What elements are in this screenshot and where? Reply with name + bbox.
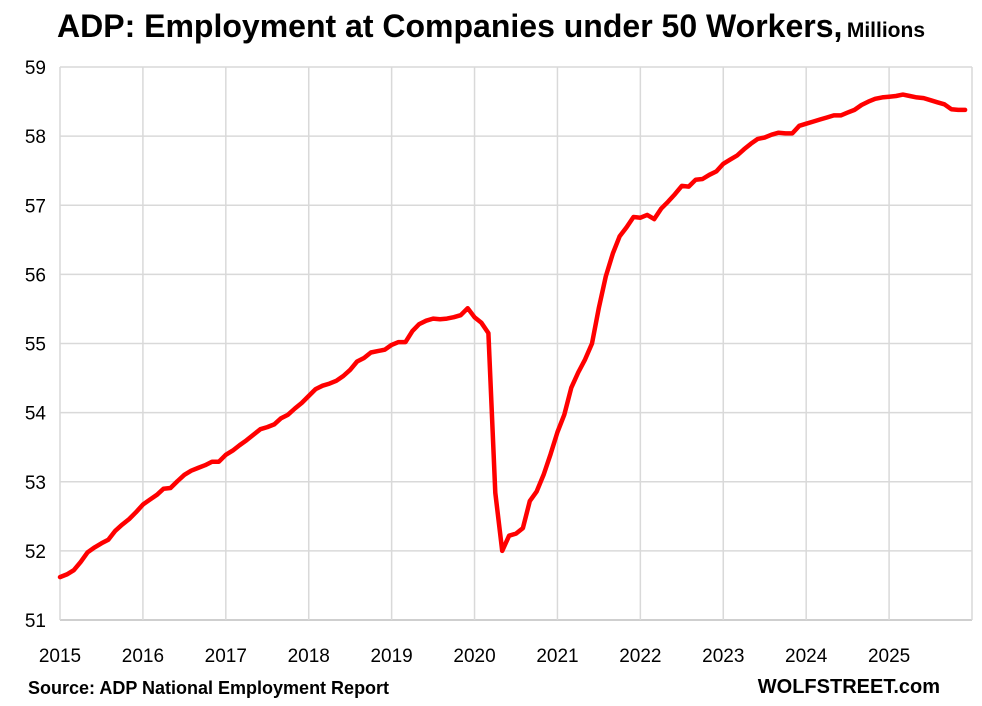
x-tick-label: 2020 [453,646,495,667]
x-tick-label: 2021 [536,646,578,667]
series-lines [57,92,968,580]
source-note: Source: ADP National Employment Report [28,678,390,698]
y-tick-label: 54 [25,404,47,425]
series-line [57,92,968,580]
x-tick-label: 2024 [785,646,828,667]
y-tick-label: 57 [25,196,46,217]
y-tick-label: 59 [25,58,46,79]
x-tick-label: 2016 [122,646,164,667]
y-tick-label: 56 [25,265,46,286]
gridlines [59,66,973,621]
chart-title-main: ADP: Employment at Companies under 50 Wo… [57,8,843,44]
brand-label: WOLFSTREET.com [757,676,940,698]
y-tick-label: 58 [25,127,46,148]
chart-title-unit: Millions [846,19,925,42]
x-axis-ticks: 2015 2016 2017 2018 2019 2020 2021 2022 2023 2024… [39,646,910,667]
y-tick-label: 55 [25,335,46,356]
y-tick-label: 52 [25,542,46,563]
y-tick-label: 53 [25,473,46,494]
x-tick-label: 2022 [619,646,661,667]
y-tick-label: 51 [25,611,46,632]
x-tick-label: 2018 [288,646,330,667]
x-tick-label: 2019 [370,646,412,667]
x-tick-label: 2015 [39,646,81,667]
y-axis-ticks: 51 52 53 54 55 56 57 58 59 [25,58,47,632]
x-tick-label: 2025 [868,646,910,667]
chart-title: ADP: Employment at Companies under 50 Wo… [0,8,982,45]
x-tick-label: 2017 [205,646,247,667]
x-tick-label: 2023 [702,646,744,667]
